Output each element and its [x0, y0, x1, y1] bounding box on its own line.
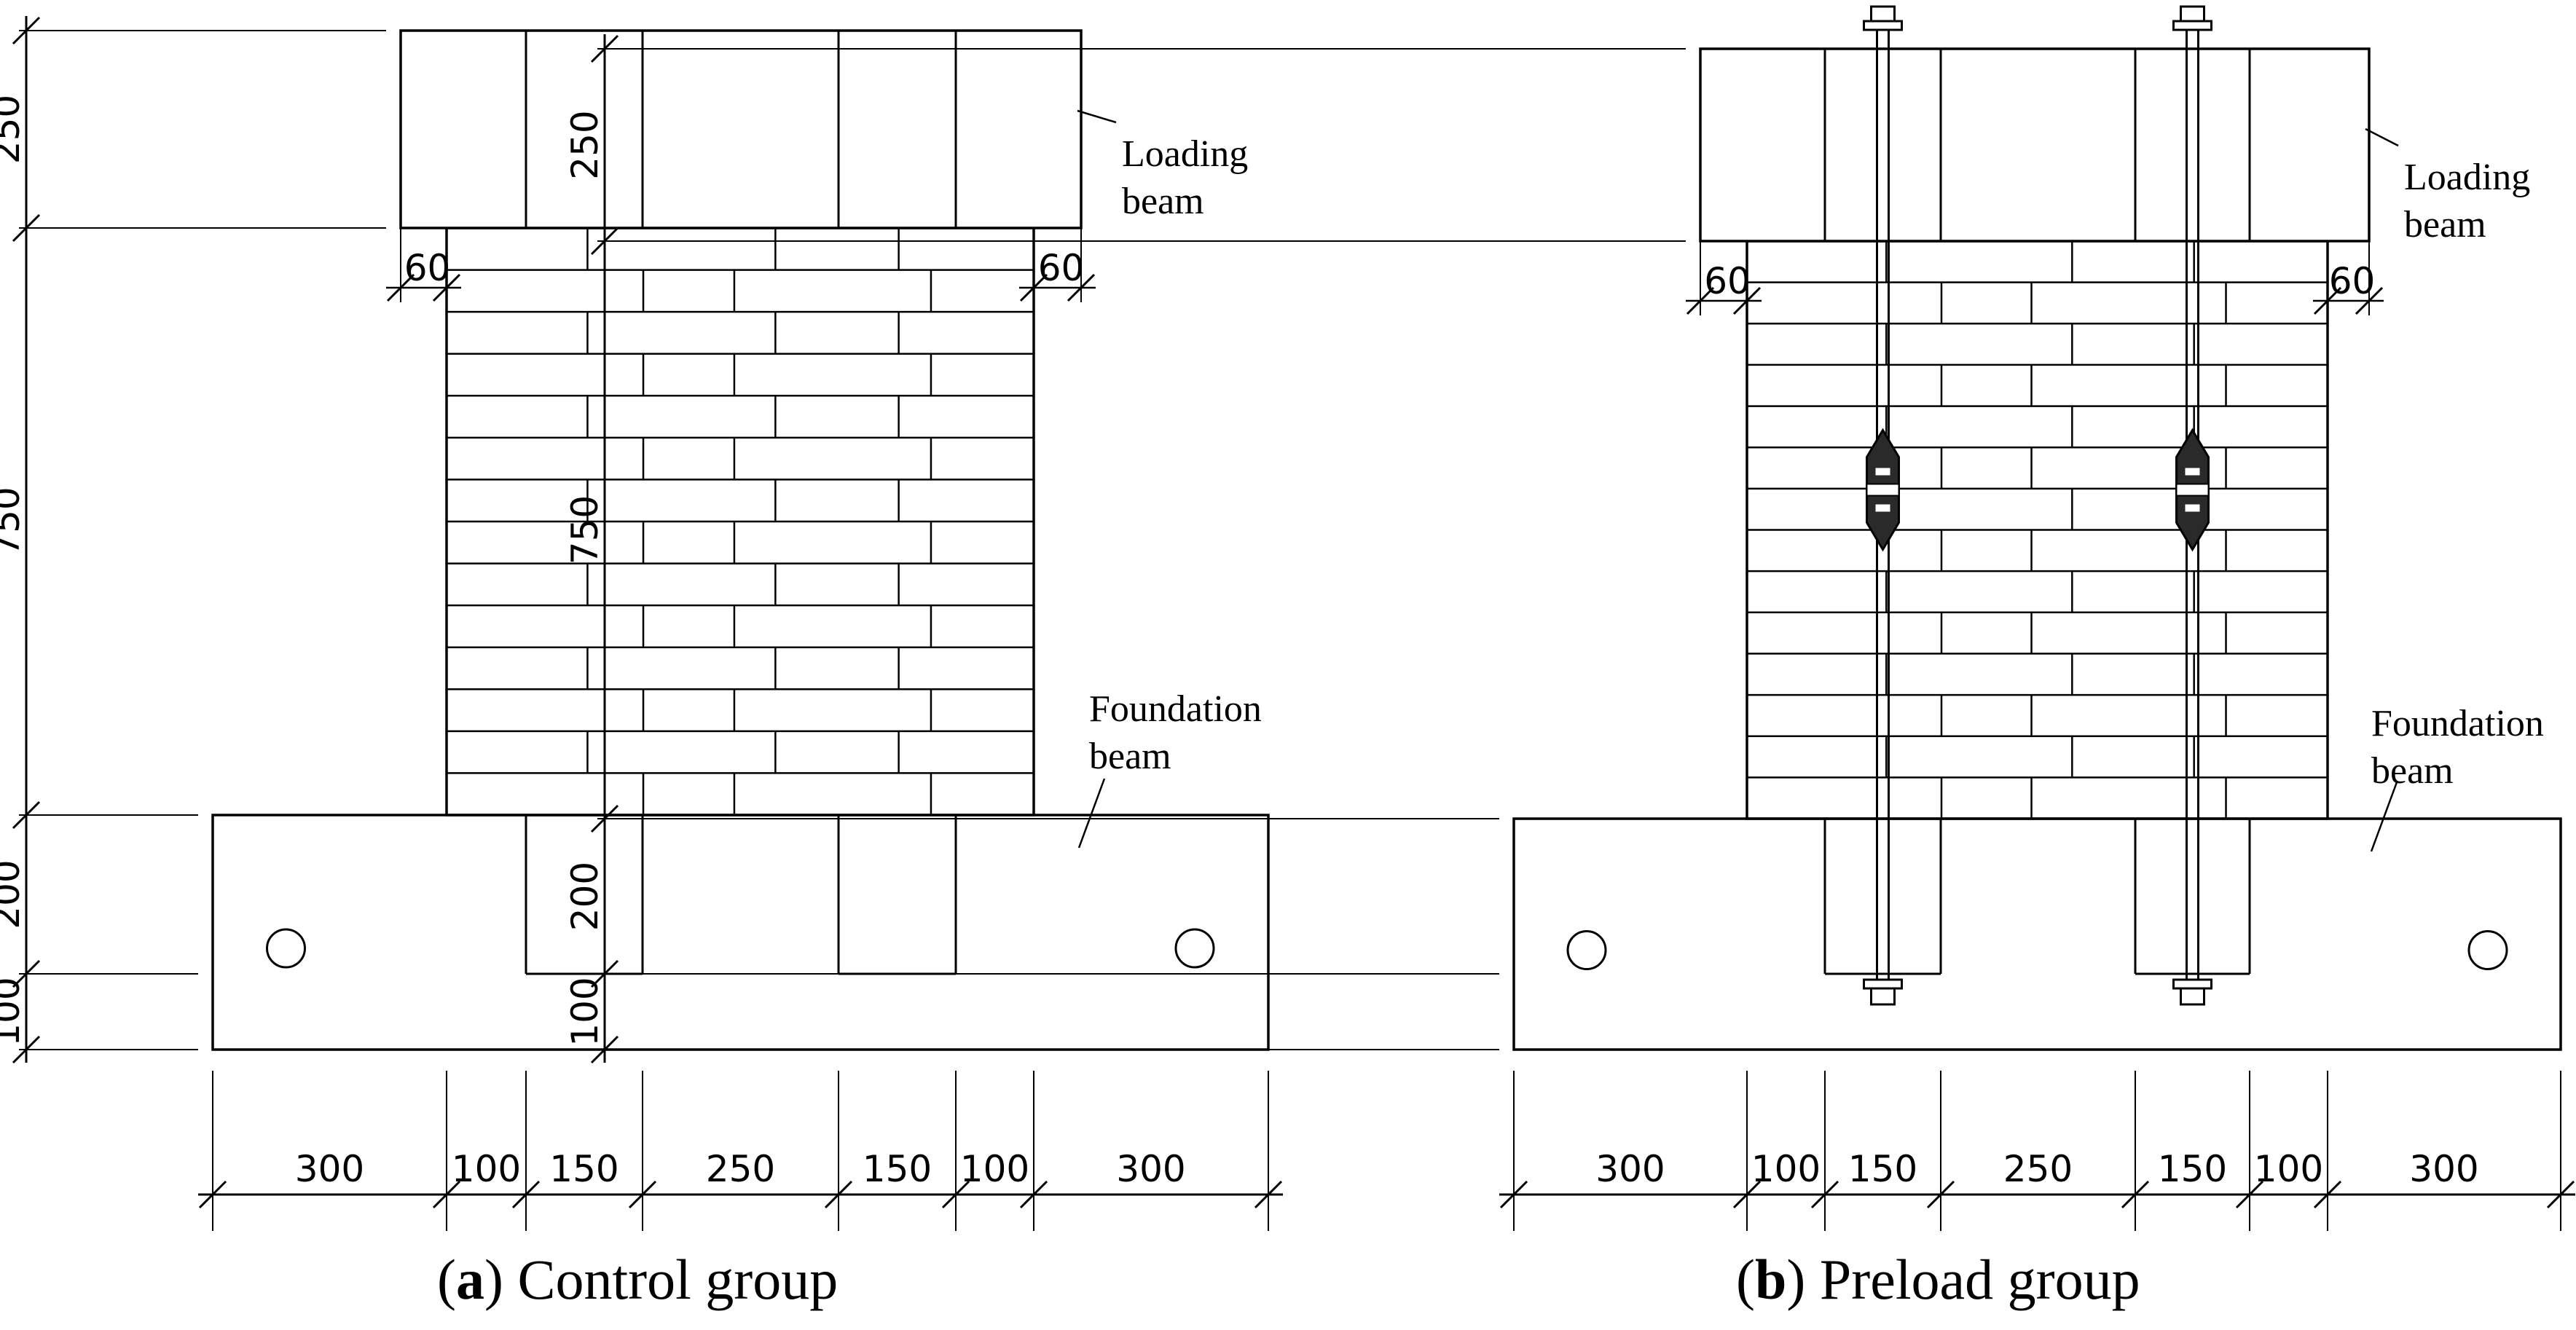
foundation-hole — [1566, 930, 1607, 970]
preload-bolt — [1863, 5, 1903, 1006]
load-cell-window — [1875, 468, 1890, 476]
horizontal-dimension-label: 250 — [2003, 1148, 2073, 1190]
vertical-dimension-label: 750 — [0, 487, 28, 556]
preload-bolt — [2172, 5, 2212, 1006]
load-cell-window — [2185, 468, 2200, 476]
horizontal-dimension-label: 300 — [1116, 1148, 1185, 1190]
bolt-nut-bottom — [1870, 987, 1896, 1006]
horizontal-dimension-label: 150 — [2158, 1148, 2227, 1190]
dimension-tick — [432, 1180, 461, 1209]
horizontal-dimension-label: 100 — [452, 1148, 521, 1190]
foundation-hole — [1174, 928, 1215, 969]
load-cell-band — [1866, 483, 1900, 497]
bolt-nut-bottom — [2180, 987, 2205, 1006]
dimension-tick — [941, 1180, 970, 1209]
foundation-beam-label-line1: Foundation — [2371, 703, 2544, 744]
horizontal-dimension-label: 150 — [863, 1148, 932, 1190]
dimension-tick — [2546, 1180, 2575, 1209]
loading-beam-label-line2: beam — [2404, 204, 2486, 245]
bolt-nut-top — [1870, 5, 1896, 23]
loading-beam-leader — [2365, 127, 2399, 147]
horizontal-dimension-label: 100 — [2254, 1148, 2323, 1190]
panel-b-preload-group: 250 750 200 100 60 60 300 100 150 250 150 100 300 Loa… — [564, 5, 2575, 1231]
load-cell-window — [1875, 504, 1890, 512]
dimension-tick — [1732, 1180, 1762, 1209]
horizontal-dimension-label: 150 — [549, 1148, 619, 1190]
dimension-tick — [824, 1180, 853, 1209]
load-cell-band — [2175, 483, 2210, 497]
foundation-hole — [266, 928, 306, 969]
bolt-washer-bottom — [2172, 978, 2212, 990]
dimension-tick — [2313, 286, 2342, 315]
dimension-tick — [2313, 1180, 2342, 1209]
horizontal-dimension-label: 300 — [2409, 1148, 2478, 1190]
dimension-tick — [1019, 1180, 1048, 1209]
dimension-tick — [198, 1180, 227, 1209]
foundation-beam-leader — [2370, 782, 2398, 852]
offset-dimension-right: 60 — [2329, 260, 2376, 302]
loading-beam-label-line2: beam — [1122, 181, 1204, 222]
load-cell-window — [2185, 504, 2200, 512]
loading-beam-label-line1: Loading — [2404, 157, 2530, 198]
caption-b: (b) Preload group — [1736, 1248, 2140, 1311]
loading-beam-leader — [1077, 109, 1117, 124]
caption-b-letter: b — [1754, 1248, 1787, 1311]
dimension-tick — [2235, 1180, 2264, 1209]
loading-beam — [399, 29, 1083, 229]
foundation-beam-label-line2: beam — [2371, 750, 2454, 792]
vertical-dimension-label: 750 — [564, 495, 606, 564]
bolt-washer-top — [2172, 20, 2212, 31]
vertical-dimension-label: 100 — [564, 977, 606, 1046]
dimension-tick — [1499, 1180, 1528, 1209]
horizontal-dimension-label: 300 — [1595, 1148, 1665, 1190]
caption-b-text: Preload group — [1819, 1248, 2140, 1311]
dimension-tick — [2121, 1180, 2150, 1209]
foundation-beam-label-line2: beam — [1089, 736, 1171, 777]
dimension-tick — [1926, 1180, 1955, 1209]
foundation-beam-leader — [1077, 778, 1106, 849]
horizontal-dimension-label: 100 — [960, 1148, 1029, 1190]
horizontal-dimension-label: 300 — [295, 1148, 364, 1190]
panel-a-control-group: 250 750 200 100 60 60 300 100 150 250 150 100 300 Loa… — [0, 16, 1283, 1231]
loading-beam-label-line1: Loading — [1122, 133, 1248, 175]
offset-dimension-left: 60 — [404, 247, 451, 289]
dimension-tick — [1810, 1180, 1839, 1209]
bolt-nut-top — [2180, 5, 2205, 23]
horizontal-dimension-label: 100 — [1751, 1148, 1821, 1190]
bolt-washer-bottom — [1863, 978, 1903, 990]
bolt-washer-top — [1863, 20, 1903, 31]
dimension-tick — [1254, 1180, 1283, 1209]
dimension-tick — [628, 1180, 657, 1209]
dimension-tick — [511, 1180, 541, 1209]
dimension-tick — [1732, 286, 1762, 315]
vertical-dimension-label: 250 — [564, 110, 606, 179]
offset-dimension-left: 60 — [1704, 260, 1751, 302]
vertical-dimension-label: 250 — [0, 95, 28, 164]
dimension-tick — [1019, 273, 1048, 302]
caption-a-letter: a — [455, 1248, 484, 1311]
horizontal-dimension-label: 250 — [706, 1148, 775, 1190]
dimension-tick — [432, 273, 461, 302]
vertical-dimension-label: 100 — [0, 977, 28, 1046]
foundation-hole — [2467, 930, 2508, 970]
vertical-dimension-label: 200 — [0, 859, 28, 929]
foundation-beam-label-line1: Foundation — [1089, 688, 1262, 730]
foundation-beam — [1512, 817, 2562, 1051]
horizontal-dimension-label: 150 — [1848, 1148, 1917, 1190]
loading-beam — [1699, 47, 2371, 243]
offset-dimension-right: 60 — [1038, 247, 1085, 289]
caption-a: (a) Control group — [437, 1248, 839, 1311]
foundation-beam — [211, 814, 1270, 1051]
vertical-dimension-label: 200 — [564, 862, 606, 931]
caption-a-text: Control group — [517, 1248, 839, 1311]
